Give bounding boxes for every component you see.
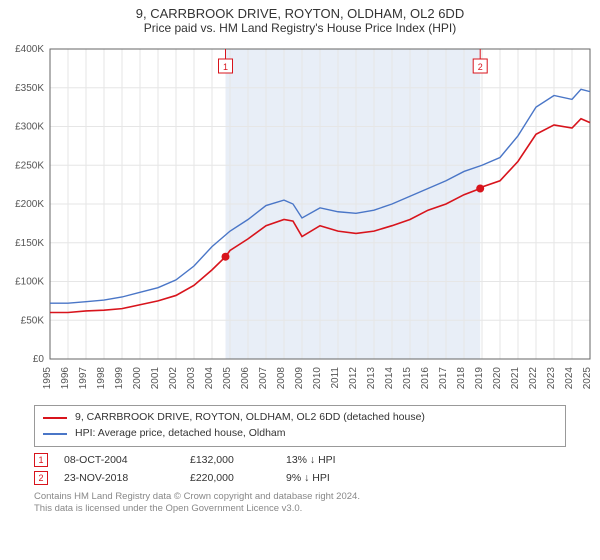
svg-text:2024: 2024	[564, 367, 575, 390]
svg-text:2009: 2009	[294, 367, 305, 390]
svg-text:2003: 2003	[186, 367, 197, 390]
svg-text:1997: 1997	[78, 367, 89, 390]
svg-text:2022: 2022	[528, 367, 539, 390]
sale-pct-vs-hpi: 13% ↓ HPI	[286, 454, 386, 466]
sale-marker	[476, 185, 484, 193]
footer-attribution: Contains HM Land Registry data © Crown c…	[34, 491, 566, 517]
svg-text:2: 2	[478, 62, 483, 72]
footer-line: This data is licensed under the Open Gov…	[34, 503, 566, 516]
svg-text:2005: 2005	[222, 367, 233, 390]
svg-text:£350K: £350K	[15, 83, 44, 94]
page-title: 9, CARRBROOK DRIVE, ROYTON, OLDHAM, OL2 …	[0, 0, 600, 21]
legend-label: HPI: Average price, detached house, Oldh…	[75, 426, 286, 442]
svg-text:2018: 2018	[456, 367, 467, 390]
svg-text:2025: 2025	[582, 367, 593, 390]
svg-text:2021: 2021	[510, 367, 521, 390]
sale-price: £132,000	[190, 454, 270, 466]
svg-text:£0: £0	[33, 354, 45, 365]
svg-text:2013: 2013	[366, 367, 377, 390]
svg-text:£250K: £250K	[15, 160, 44, 171]
legend: 9, CARRBROOK DRIVE, ROYTON, OLDHAM, OL2 …	[34, 405, 566, 447]
svg-text:2008: 2008	[276, 367, 287, 390]
svg-text:2016: 2016	[420, 367, 431, 390]
svg-text:1: 1	[223, 62, 228, 72]
svg-text:£400K: £400K	[15, 44, 44, 55]
svg-text:£150K: £150K	[15, 238, 44, 249]
page-subtitle: Price paid vs. HM Land Registry's House …	[0, 21, 600, 39]
svg-text:2014: 2014	[384, 367, 395, 390]
svg-text:1999: 1999	[114, 367, 125, 390]
legend-row: 9, CARRBROOK DRIVE, ROYTON, OLDHAM, OL2 …	[43, 410, 557, 426]
svg-text:2015: 2015	[402, 367, 413, 390]
sale-date: 08-OCT-2004	[64, 454, 174, 466]
legend-row: HPI: Average price, detached house, Oldh…	[43, 426, 557, 442]
sale-date: 23-NOV-2018	[64, 472, 174, 484]
svg-text:£300K: £300K	[15, 122, 44, 133]
price-chart: £0 £50K £100K £150K £200K £250K £300K £350K £400…	[0, 39, 600, 399]
sale-price: £220,000	[190, 472, 270, 484]
svg-text:2002: 2002	[168, 367, 179, 390]
svg-text:1996: 1996	[60, 367, 71, 390]
sale-pct-vs-hpi: 9% ↓ HPI	[286, 472, 386, 484]
svg-text:1995: 1995	[42, 367, 53, 390]
svg-text:2020: 2020	[492, 367, 503, 390]
svg-text:2012: 2012	[348, 367, 359, 390]
svg-text:2007: 2007	[258, 367, 269, 390]
svg-text:2010: 2010	[312, 367, 323, 390]
svg-text:£100K: £100K	[15, 277, 44, 288]
sale-marker	[222, 253, 230, 261]
legend-label: 9, CARRBROOK DRIVE, ROYTON, OLDHAM, OL2 …	[75, 410, 425, 426]
sale-index-marker: 1	[34, 453, 48, 467]
svg-text:2006: 2006	[240, 367, 251, 390]
svg-text:2000: 2000	[132, 367, 143, 390]
svg-text:2004: 2004	[204, 367, 215, 390]
legend-swatch	[43, 417, 67, 419]
sales-row: 1 08-OCT-2004 £132,000 13% ↓ HPI	[34, 451, 566, 469]
svg-text:1998: 1998	[96, 367, 107, 390]
legend-swatch	[43, 433, 67, 435]
svg-text:2019: 2019	[474, 367, 485, 390]
svg-text:2001: 2001	[150, 367, 161, 390]
svg-text:£200K: £200K	[15, 199, 44, 210]
sales-row: 2 23-NOV-2018 £220,000 9% ↓ HPI	[34, 469, 566, 487]
footer-line: Contains HM Land Registry data © Crown c…	[34, 491, 566, 504]
svg-text:£50K: £50K	[21, 315, 45, 326]
sale-index-marker: 2	[34, 471, 48, 485]
svg-text:2017: 2017	[438, 367, 449, 390]
svg-text:2011: 2011	[330, 367, 341, 389]
sales-table: 1 08-OCT-2004 £132,000 13% ↓ HPI 2 23-NOV-201…	[34, 451, 566, 487]
svg-text:2023: 2023	[546, 367, 557, 390]
